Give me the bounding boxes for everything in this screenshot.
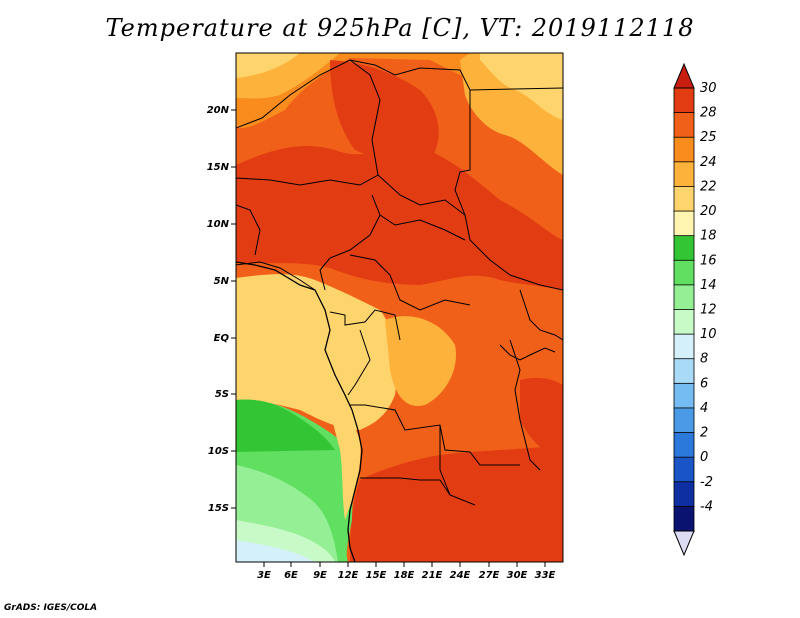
- colorbar-label: 0: [700, 450, 708, 465]
- field-ne-yellow: [480, 53, 563, 120]
- chart-title: Temperature at 925hPa [C], VT: 201911211…: [105, 14, 695, 42]
- border-egypt: [469, 87, 563, 91]
- colorbar-segment: [673, 505, 695, 532]
- field-red-south: [350, 445, 563, 562]
- lon-tick-label: 27E: [479, 570, 500, 581]
- lon-tick-label: 6E: [284, 570, 298, 581]
- colorbar-segment: [673, 284, 695, 311]
- lat-tick-label: 10N: [207, 219, 230, 230]
- colorbar-label: 12: [700, 303, 717, 318]
- colorbar-label: 10: [700, 327, 717, 342]
- lon-tick-label: 3E: [257, 570, 271, 581]
- colorbar-segment: [673, 235, 695, 262]
- lon-tick-label: 9E: [313, 570, 327, 581]
- colorbar-top-arrow: [673, 62, 695, 89]
- field-red-east: [520, 377, 563, 460]
- lat-tick-label: EQ: [214, 333, 230, 344]
- border-gulf-coast: [236, 261, 316, 291]
- colorbar-segment: [673, 333, 695, 360]
- colorbar-label: -2: [700, 475, 713, 490]
- colorbar-segment: [673, 259, 695, 286]
- colorbar-segment: [673, 358, 695, 385]
- colorbar-segments: [673, 87, 695, 532]
- field-east-lightorange: [385, 316, 456, 406]
- colorbar-segment: [673, 309, 695, 336]
- colorbar-segment: [673, 382, 695, 409]
- colorbar-segment: [673, 136, 695, 163]
- lon-tick-label: 33E: [535, 570, 556, 581]
- lon-tick-label: 15E: [366, 570, 387, 581]
- field-nw-yellow: [236, 53, 300, 78]
- lat-tick-label: 5N: [214, 276, 230, 287]
- colorbar-segment: [673, 210, 695, 237]
- lon-tick-label: 12E: [338, 570, 359, 581]
- map-frame: [235, 52, 564, 563]
- colorbar-segment: [673, 161, 695, 188]
- colorbar-segment: [673, 186, 695, 212]
- colorbar-segment: [673, 112, 695, 139]
- field-ocean-darkgreen: [236, 399, 335, 452]
- colorbar-segment: [673, 481, 695, 508]
- colorbar-label: 6: [700, 376, 708, 391]
- field-west-yellow: [236, 299, 330, 403]
- lon-axis: 3E 6E 9E 12E 15E 18E 21E 24E 27E 30E 33E: [257, 562, 556, 581]
- border-gabon: [329, 309, 401, 341]
- colorbar-label: 22: [700, 179, 717, 194]
- colorbar-segment: [673, 87, 695, 114]
- colorbar-segment: [673, 456, 695, 483]
- colorbar-label: 4: [700, 401, 708, 416]
- border-west: [236, 204, 261, 256]
- lat-tick-label: 20N: [207, 105, 230, 116]
- colorbar-label: 14: [700, 278, 717, 293]
- colorbar-label: 8: [700, 352, 708, 367]
- colorbar-label: 20: [700, 204, 717, 219]
- lon-tick-label: 30E: [507, 570, 528, 581]
- colorbar-label: -4: [700, 499, 713, 514]
- border-niger-chad: [236, 59, 381, 186]
- field-coastal-yellow: [330, 400, 361, 520]
- field-red-band: [236, 145, 563, 290]
- colorbar-segment: [673, 432, 695, 459]
- colorbar-label: 28: [700, 106, 717, 121]
- border-east: [519, 289, 563, 341]
- country-borders: [236, 59, 563, 506]
- colorbar-label: 30: [700, 81, 717, 96]
- colorbar-label: 16: [700, 253, 717, 268]
- grads-credit: GrADS: IGES/COLA: [4, 603, 98, 613]
- lon-tick-label: 24E: [450, 570, 471, 581]
- coastline: [236, 261, 363, 562]
- temperature-field: [236, 53, 563, 562]
- border-car-south: [349, 254, 471, 311]
- colorbar-label: 24: [700, 155, 717, 170]
- border-lake-victoria: [499, 344, 556, 361]
- lat-axis: 20N 15N 10N 5N EQ 5S 10S 15S: [207, 105, 236, 514]
- lat-tick-label: 10S: [208, 446, 229, 457]
- lon-tick-label: 21E: [422, 570, 443, 581]
- lat-tick-label: 15S: [208, 503, 229, 514]
- colorbar-segment: [673, 407, 695, 434]
- field-red-north: [330, 60, 439, 165]
- border-angola-south: [360, 477, 451, 496]
- colorbar-bottom-arrow: [673, 530, 695, 557]
- colorbar-label: 2: [700, 426, 708, 441]
- lat-tick-label: 5S: [215, 389, 229, 400]
- colorbar-label: 18: [700, 229, 717, 244]
- lat-tick-label: 15N: [207, 162, 230, 173]
- border-zambia: [439, 425, 476, 506]
- border-congo: [347, 329, 371, 396]
- border-cameroon: [319, 214, 381, 291]
- colorbar-label: 25: [700, 130, 717, 145]
- border-lakes: [509, 339, 541, 471]
- field-ocean-lightblue: [236, 540, 315, 562]
- border-car: [371, 194, 466, 241]
- lon-tick-label: 18E: [394, 570, 415, 581]
- border-chad-sudan: [377, 174, 466, 216]
